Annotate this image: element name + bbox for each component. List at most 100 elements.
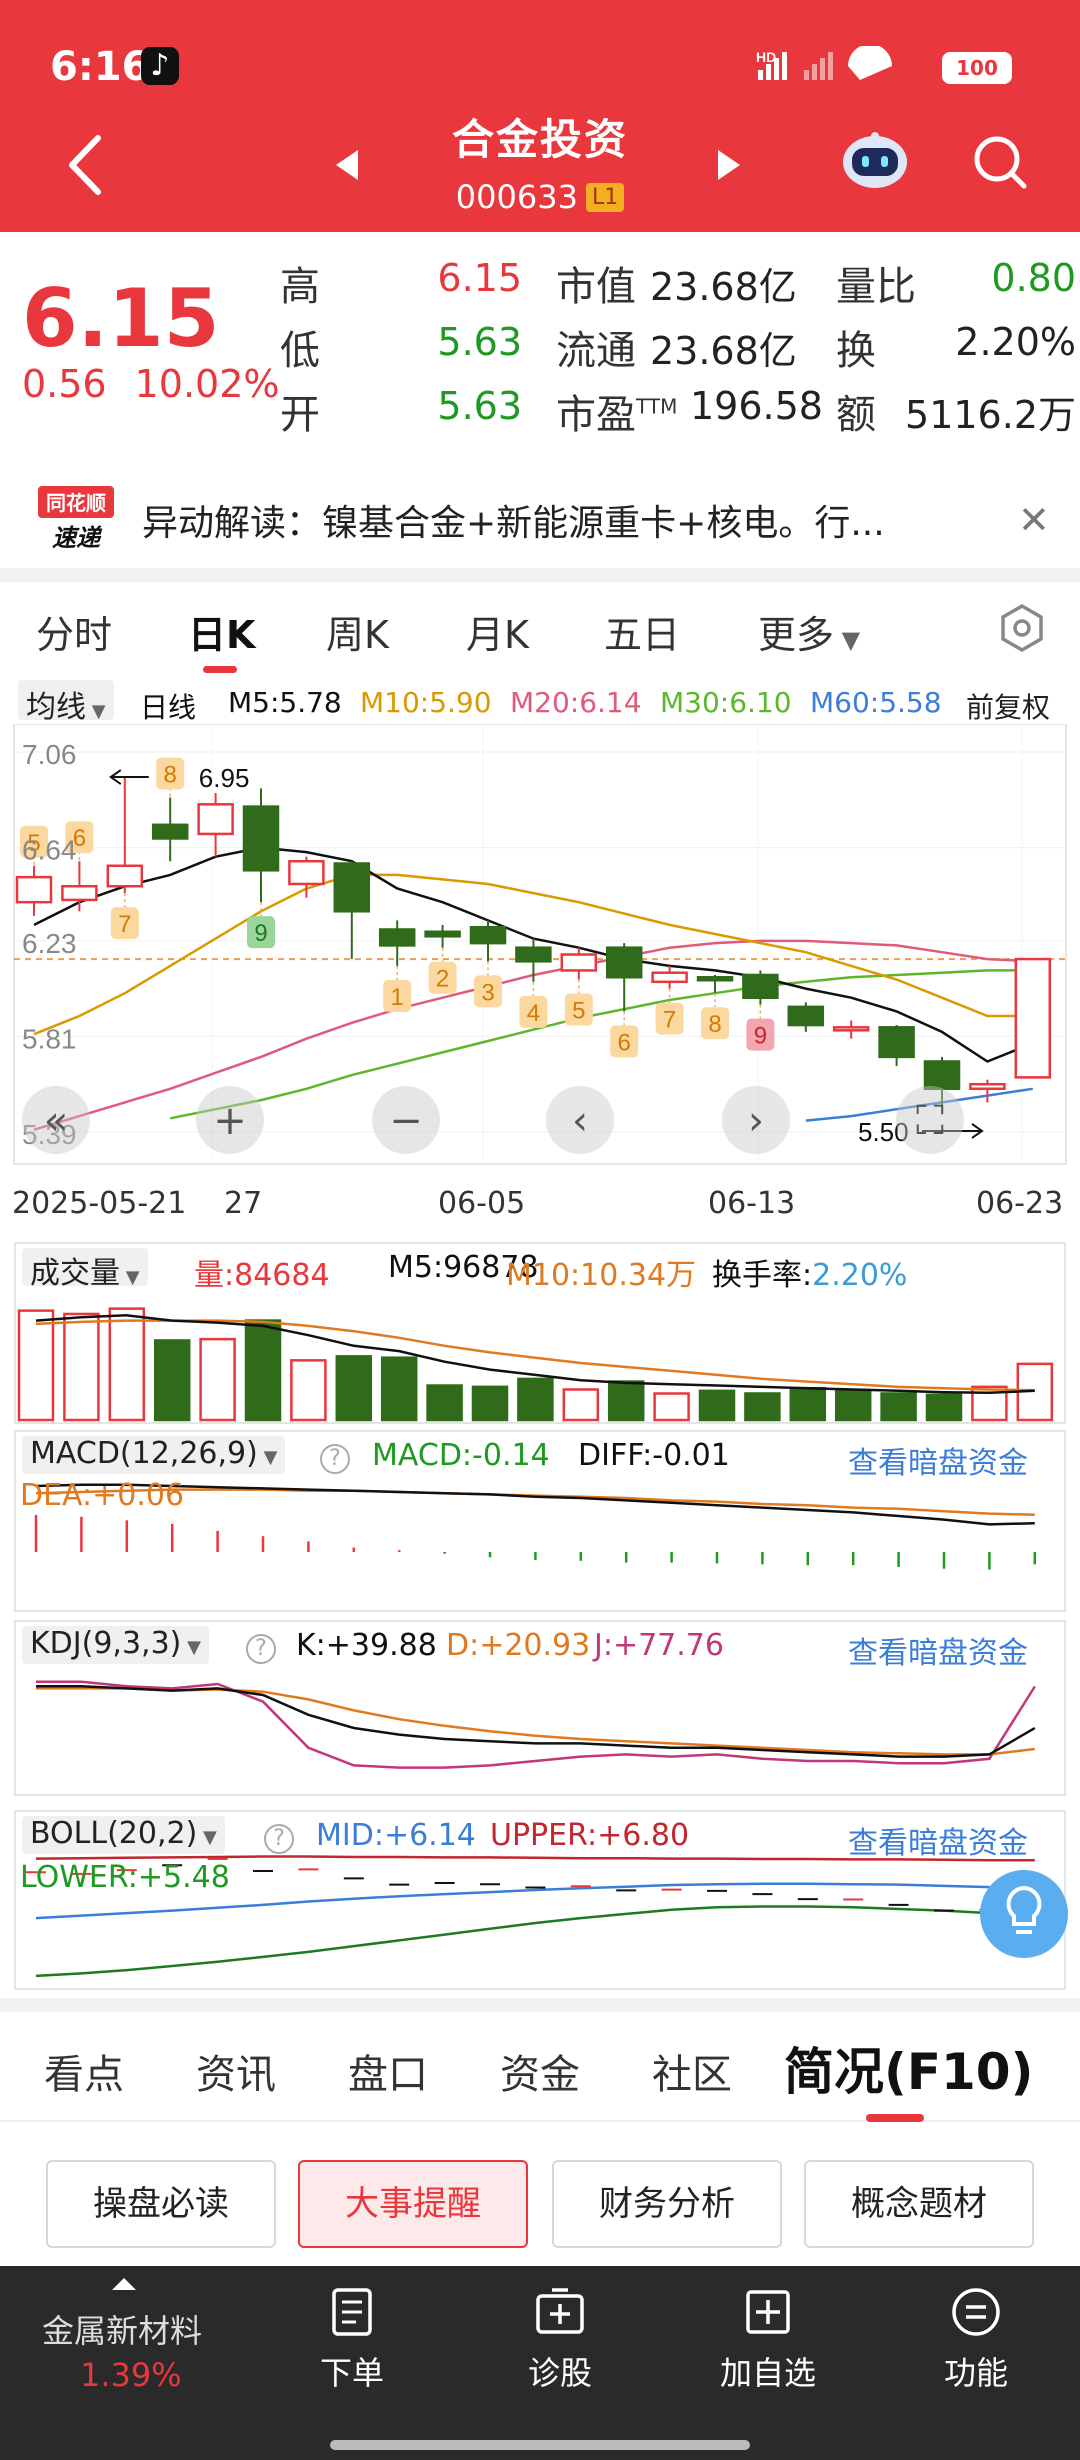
tab-daily-k[interactable]: 日K <box>188 613 256 657</box>
boll-upper: UPPER:+6.80 <box>490 1818 690 1853</box>
tab-f10-profile[interactable]: 简况(F10) <box>784 2043 1034 2101</box>
rewind-icon[interactable]: « <box>22 1086 90 1154</box>
macd-select[interactable]: MACD(12,26,9) ▼ <box>22 1436 286 1474</box>
candle <box>197 792 234 857</box>
macd-value: MACD:-0.14 <box>372 1438 550 1473</box>
nav-place-order[interactable]: 下单 <box>282 2286 422 2394</box>
tab-monthly-k[interactable]: 月K <box>466 613 529 657</box>
chevron-up-icon[interactable] <box>112 2278 136 2290</box>
nav-label: 加自选 <box>719 2354 816 2392</box>
svg-text:同花顺: 同花顺 <box>46 491 106 515</box>
info-tabs: 看点 资讯 盘口 资金 社区 简况(F10) <box>0 2012 1080 2122</box>
volume-bar <box>426 1384 463 1422</box>
zoom-in-icon[interactable]: + <box>196 1086 264 1154</box>
kdj-header: KDJ(9,3,3) ▼ ? K:+39.88 D:+20.93 J:+77.7… <box>16 1622 1064 1671</box>
zoom-out-icon[interactable]: − <box>372 1086 440 1154</box>
candle <box>878 1025 915 1067</box>
volume-bar <box>880 1392 917 1422</box>
nav-diagnose[interactable]: 诊股 <box>490 2286 630 2394</box>
btn-concept-themes[interactable]: 概念题材 <box>804 2160 1034 2248</box>
volume-select[interactable]: 成交量 ▼ <box>22 1248 148 1291</box>
kdj-panel[interactable]: KDJ(9,3,3) ▼ ? K:+39.88 D:+20.93 J:+77.7… <box>14 1620 1066 1796</box>
boll-mid: MID:+6.14 <box>316 1818 476 1853</box>
svg-text:6: 6 <box>73 825 86 852</box>
svg-text:3: 3 <box>481 979 494 1006</box>
y-tick-label: 5.39 <box>22 1119 77 1150</box>
dark-pool-link[interactable]: 查看暗盘资金 <box>848 1446 1028 1481</box>
tab-capital[interactable]: 资金 <box>500 2052 580 2098</box>
ma30-line <box>169 969 1033 1120</box>
tab-order-book[interactable]: 盘口 <box>348 2052 428 2098</box>
battery-icon: 100 <box>942 52 1012 84</box>
lightbulb-icon[interactable] <box>978 1868 1070 1960</box>
volume-bar <box>153 1339 191 1422</box>
alert-text[interactable]: 异动解读：镍基合金+新能源重卡+核电。行... <box>142 503 885 544</box>
tab-community[interactable]: 社区 <box>652 2052 732 2098</box>
next-stock-icon[interactable] <box>716 148 742 182</box>
candle <box>424 924 461 948</box>
boll-upper-line <box>35 1855 1035 1862</box>
candle <box>61 861 98 912</box>
tab-intraday[interactable]: 分时 <box>36 613 113 657</box>
help-icon[interactable]: ? <box>246 1628 276 1664</box>
tab-five-day[interactable]: 五日 <box>604 613 681 657</box>
volume-bar <box>834 1389 872 1422</box>
boll-panel[interactable]: BOLL(20,2) ▼ ? MID:+6.14 UPPER:+6.80 查看暗… <box>14 1810 1068 1990</box>
adjust-mode[interactable]: 前复权 <box>966 691 1051 724</box>
alert-bar[interactable]: 同花顺 速递 异动解读：镍基合金+新能源重卡+核电。行... ✕ <box>0 470 1080 568</box>
boll-select[interactable]: BOLL(20,2) ▼ <box>22 1816 225 1854</box>
td-count-badge: 9 <box>247 902 275 949</box>
btn-financial-analysis[interactable]: 财务分析 <box>552 2160 782 2248</box>
kline-chart[interactable]: 5 6 7 8 9 1 2 3 4 5 6 7 8 9 7.06 6.64 6.23 5.81 5.39 6.95… <box>0 724 1080 1174</box>
back-icon[interactable] <box>60 130 110 200</box>
btn-major-events[interactable]: 大事提醒 <box>298 2160 528 2248</box>
date-label: 27 <box>224 1186 263 1221</box>
kdj-k-line <box>36 1684 1036 1758</box>
td-count-badge: 6 <box>65 821 94 862</box>
amount-label: 额 <box>836 392 876 438</box>
tab-weekly-k[interactable]: 周K <box>326 613 389 657</box>
chart-settings-icon[interactable] <box>996 602 1048 654</box>
svg-text:9: 9 <box>254 920 267 947</box>
close-icon[interactable]: ✕ <box>1018 498 1050 542</box>
prev-stock-icon[interactable] <box>334 148 360 182</box>
sector-name[interactable]: 金属新材料 <box>42 2312 203 2350</box>
macd-panel[interactable]: MACD(12,26,9) ▼ ? MACD:-0.14 DIFF:-0.01 … <box>14 1430 1066 1612</box>
tab-highlights[interactable]: 看点 <box>44 2052 124 2098</box>
svg-text:«: « <box>44 1098 68 1144</box>
volume-bar <box>290 1359 327 1422</box>
volume-value: 量:84684 <box>194 1258 330 1293</box>
svg-text:−: − <box>389 1098 423 1144</box>
help-icon[interactable]: ? <box>264 1818 294 1854</box>
turnover-rate-label: 换手率: <box>712 1258 813 1293</box>
tab-more[interactable]: 更多 ▼ <box>758 604 860 659</box>
btn-trading-guide[interactable]: 操盘必读 <box>46 2160 276 2248</box>
change-value: 0.56 <box>22 362 107 406</box>
chevron-left-icon[interactable]: ‹ <box>546 1086 614 1154</box>
candle <box>651 965 688 989</box>
tab-news[interactable]: 资讯 <box>196 2052 276 2098</box>
candle <box>923 1056 961 1107</box>
y-tick-label: 5.81 <box>22 1023 77 1054</box>
dark-pool-link[interactable]: 查看暗盘资金 <box>848 1826 1028 1861</box>
kdj-select[interactable]: KDJ(9,3,3) ▼ <box>22 1626 209 1664</box>
robot-assistant-icon[interactable] <box>840 130 910 190</box>
nav-functions[interactable]: 功能 <box>906 2286 1046 2394</box>
ma-select[interactable]: 均线 ▼ <box>18 680 114 725</box>
home-indicator[interactable] <box>330 2440 750 2450</box>
ma60-label: M60:5.58 <box>810 686 942 719</box>
search-icon[interactable] <box>970 132 1030 192</box>
fullscreen-icon[interactable]: ⛶ <box>896 1086 964 1154</box>
help-icon[interactable]: ? <box>320 1438 350 1474</box>
svg-text:4: 4 <box>527 1000 540 1027</box>
volume-bar <box>607 1380 645 1422</box>
volume-panel[interactable]: 成交量 ▼ 量:84684 M5:96878 M10:10.34万 换手率:2.… <box>14 1242 1066 1424</box>
svg-text:8: 8 <box>708 1011 721 1038</box>
candle <box>378 920 416 966</box>
nav-add-watchlist[interactable]: 加自选 <box>698 2286 838 2394</box>
vol-ratio-value: 0.80 <box>991 256 1076 300</box>
chevron-right-icon[interactable]: › <box>722 1086 790 1154</box>
volume-select-label: 成交量 <box>30 1256 120 1291</box>
y-tick-label: 6.64 <box>22 835 77 866</box>
dark-pool-link[interactable]: 查看暗盘资金 <box>848 1636 1028 1671</box>
